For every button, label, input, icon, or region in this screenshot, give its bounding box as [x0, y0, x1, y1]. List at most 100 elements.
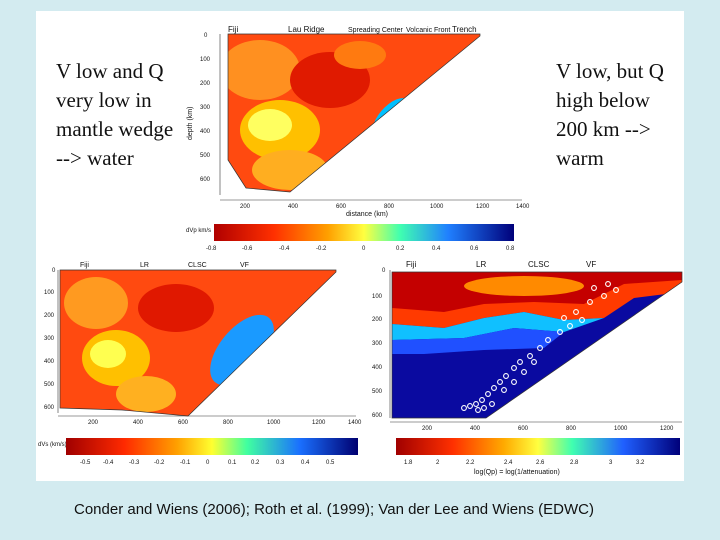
- swave-tomogram: [60, 270, 336, 416]
- swave-ytick: 100: [44, 290, 55, 296]
- pwave-label-fiji: Fiji: [228, 25, 238, 34]
- pwave-label-trench: Trench: [452, 25, 477, 34]
- pwave-xlabel: distance (km): [346, 211, 388, 218]
- pwave-cbar-tick: -0.2: [316, 246, 327, 252]
- qmap-ytick: 200: [372, 317, 383, 323]
- citation: Conder and Wiens (2006); Roth et al. (19…: [74, 501, 594, 518]
- pwave-ytick: 100: [200, 57, 211, 63]
- pwave-cbar-tick: 0.8: [506, 246, 515, 252]
- pwave-ytick: 400: [200, 129, 211, 135]
- swave-ytick: 300: [44, 336, 55, 342]
- qmap-xtick: 1000: [614, 426, 628, 432]
- swave-ytick: 500: [44, 382, 55, 388]
- qmap-figure: Fiji LR CLSC VF 0 100 200 300 400 500 60…: [372, 260, 683, 476]
- swave-cbar-tick: -0.1: [180, 460, 191, 466]
- pwave-cbar-tick: -0.8: [206, 246, 217, 252]
- qmap-ytick: 0: [382, 268, 386, 274]
- swave-ytick: 400: [44, 359, 55, 365]
- pwave-cbar-tick: 0: [362, 246, 366, 252]
- swave-xtick: 1000: [267, 420, 281, 426]
- pwave-figure: Fiji Lau Ridge Spreading Center Volcanic…: [186, 25, 549, 252]
- qmap-label-clsc: CLSC: [528, 260, 550, 269]
- qmap-colorbar: [396, 438, 680, 455]
- qmap-label-lr: LR: [476, 260, 486, 269]
- qmap-ytick: 400: [372, 365, 383, 371]
- pwave-xtick: 200: [240, 204, 251, 210]
- qmap-cbar-tick: 2.8: [570, 460, 579, 466]
- swave-ytick: 600: [44, 405, 55, 411]
- pwave-xtick: 1000: [430, 204, 444, 210]
- pwave-label-lau-ridge: Lau Ridge: [288, 25, 325, 34]
- qmap-ytick: 100: [372, 294, 383, 300]
- pwave-ytick: 500: [200, 153, 211, 159]
- pwave-xtick: 1400: [516, 204, 530, 210]
- qmap-cbar-tick: 2.6: [536, 460, 545, 466]
- pwave-ytick: 200: [200, 81, 211, 87]
- swave-xtick: 200: [88, 420, 99, 426]
- swave-cbar-label: dVs (km/s): [38, 442, 67, 448]
- pwave-xtick: 400: [288, 204, 299, 210]
- swave-label-vf: VF: [240, 262, 249, 269]
- swave-label-fiji: Fiji: [80, 262, 89, 269]
- swave-ytick: 200: [44, 313, 55, 319]
- pwave-caption: P-wave velocity anomalies: [442, 126, 549, 136]
- qmap-ytick: 500: [372, 389, 383, 395]
- swave-cbar-tick: -0.5: [80, 460, 91, 466]
- swave-cbar-tick: 0.1: [228, 460, 237, 466]
- swave-label-clsc: CLSC: [188, 262, 207, 269]
- swave-cbar-tick: 0.3: [276, 460, 285, 466]
- pwave-cbar-tick: -0.4: [279, 246, 290, 252]
- qmap-xtick: 400: [470, 426, 481, 432]
- qmap-label-vf: VF: [586, 260, 596, 269]
- qmap-cbar-tick: 2.4: [504, 460, 513, 466]
- swave-cbar-tick: -0.3: [129, 460, 140, 466]
- pwave-cbar-tick: 0.2: [396, 246, 405, 252]
- swave-cbar-tick: 0: [206, 460, 210, 466]
- pwave-colorbar: [214, 224, 514, 241]
- note-left: V low and Q very low in mantle wedge -->…: [56, 59, 174, 170]
- qmap-label-fiji: Fiji: [406, 260, 416, 269]
- swave-cbar-tick: 0.4: [301, 460, 310, 466]
- pwave-xtick: 800: [384, 204, 395, 210]
- qmap-outline: [391, 271, 683, 419]
- swave-cbar-tick: 0.5: [326, 460, 335, 466]
- swave-xtick: 1200: [312, 420, 326, 426]
- swave-colorbar: [66, 438, 358, 455]
- swave-outline: [59, 269, 337, 417]
- qmap-ytick: 600: [372, 413, 383, 419]
- qmap-xtick: 800: [566, 426, 577, 432]
- qmap-cbar-label: log(Qp) = log(1/attenuation): [474, 469, 560, 476]
- pwave-xtick: 1200: [476, 204, 490, 210]
- swave-figure: Fiji LR CLSC VF 0 100 200 300 400 500 60…: [38, 262, 376, 466]
- qmap-cbar-tick: 3: [609, 460, 613, 466]
- swave-ytick: 0: [52, 268, 56, 274]
- pwave-label-spreading-center: Spreading Center: [348, 27, 404, 34]
- qmap-xtick: 600: [518, 426, 529, 432]
- pwave-cbar-label: dVp km/s: [186, 228, 211, 234]
- swave-label-lr: LR: [140, 262, 149, 269]
- pwave-ytick: 0: [204, 33, 208, 39]
- note-right: V low, but Q high below 200 km --> warm: [556, 59, 664, 170]
- pwave-cbar-tick: 0.4: [432, 246, 441, 252]
- pwave-ytick: 600: [200, 177, 211, 183]
- qmap-cbar-tick: 3.2: [636, 460, 645, 466]
- pwave-ytick: 300: [200, 105, 211, 111]
- swave-xtick: 400: [133, 420, 144, 426]
- swave-xtick: 800: [223, 420, 234, 426]
- swave-cbar-tick: -0.2: [154, 460, 165, 466]
- qmap-caption: log (Qp): [626, 394, 662, 405]
- qmap-cbar-tick: 2: [436, 460, 440, 466]
- pwave-tomogram: [228, 34, 480, 192]
- qmap-cbar-tick: 2.2: [466, 460, 475, 466]
- swave-cbar-tick: -0.4: [103, 460, 114, 466]
- qmap-earthquakes: [461, 281, 619, 413]
- swave-xtick: 600: [178, 420, 189, 426]
- pwave-label-volcanic-front: Volcanic Front: [406, 27, 450, 34]
- swave-cbar-tick: 0.2: [251, 460, 260, 466]
- pwave-outline: [227, 33, 481, 193]
- pwave-cbar-tick: -0.6: [242, 246, 253, 252]
- pwave-cbar-tick: 0.6: [470, 246, 479, 252]
- swave-caption: S-wave velocity anomalies: [284, 348, 376, 359]
- swave-xtick: 1400: [348, 420, 362, 426]
- pwave-xtick: 600: [336, 204, 347, 210]
